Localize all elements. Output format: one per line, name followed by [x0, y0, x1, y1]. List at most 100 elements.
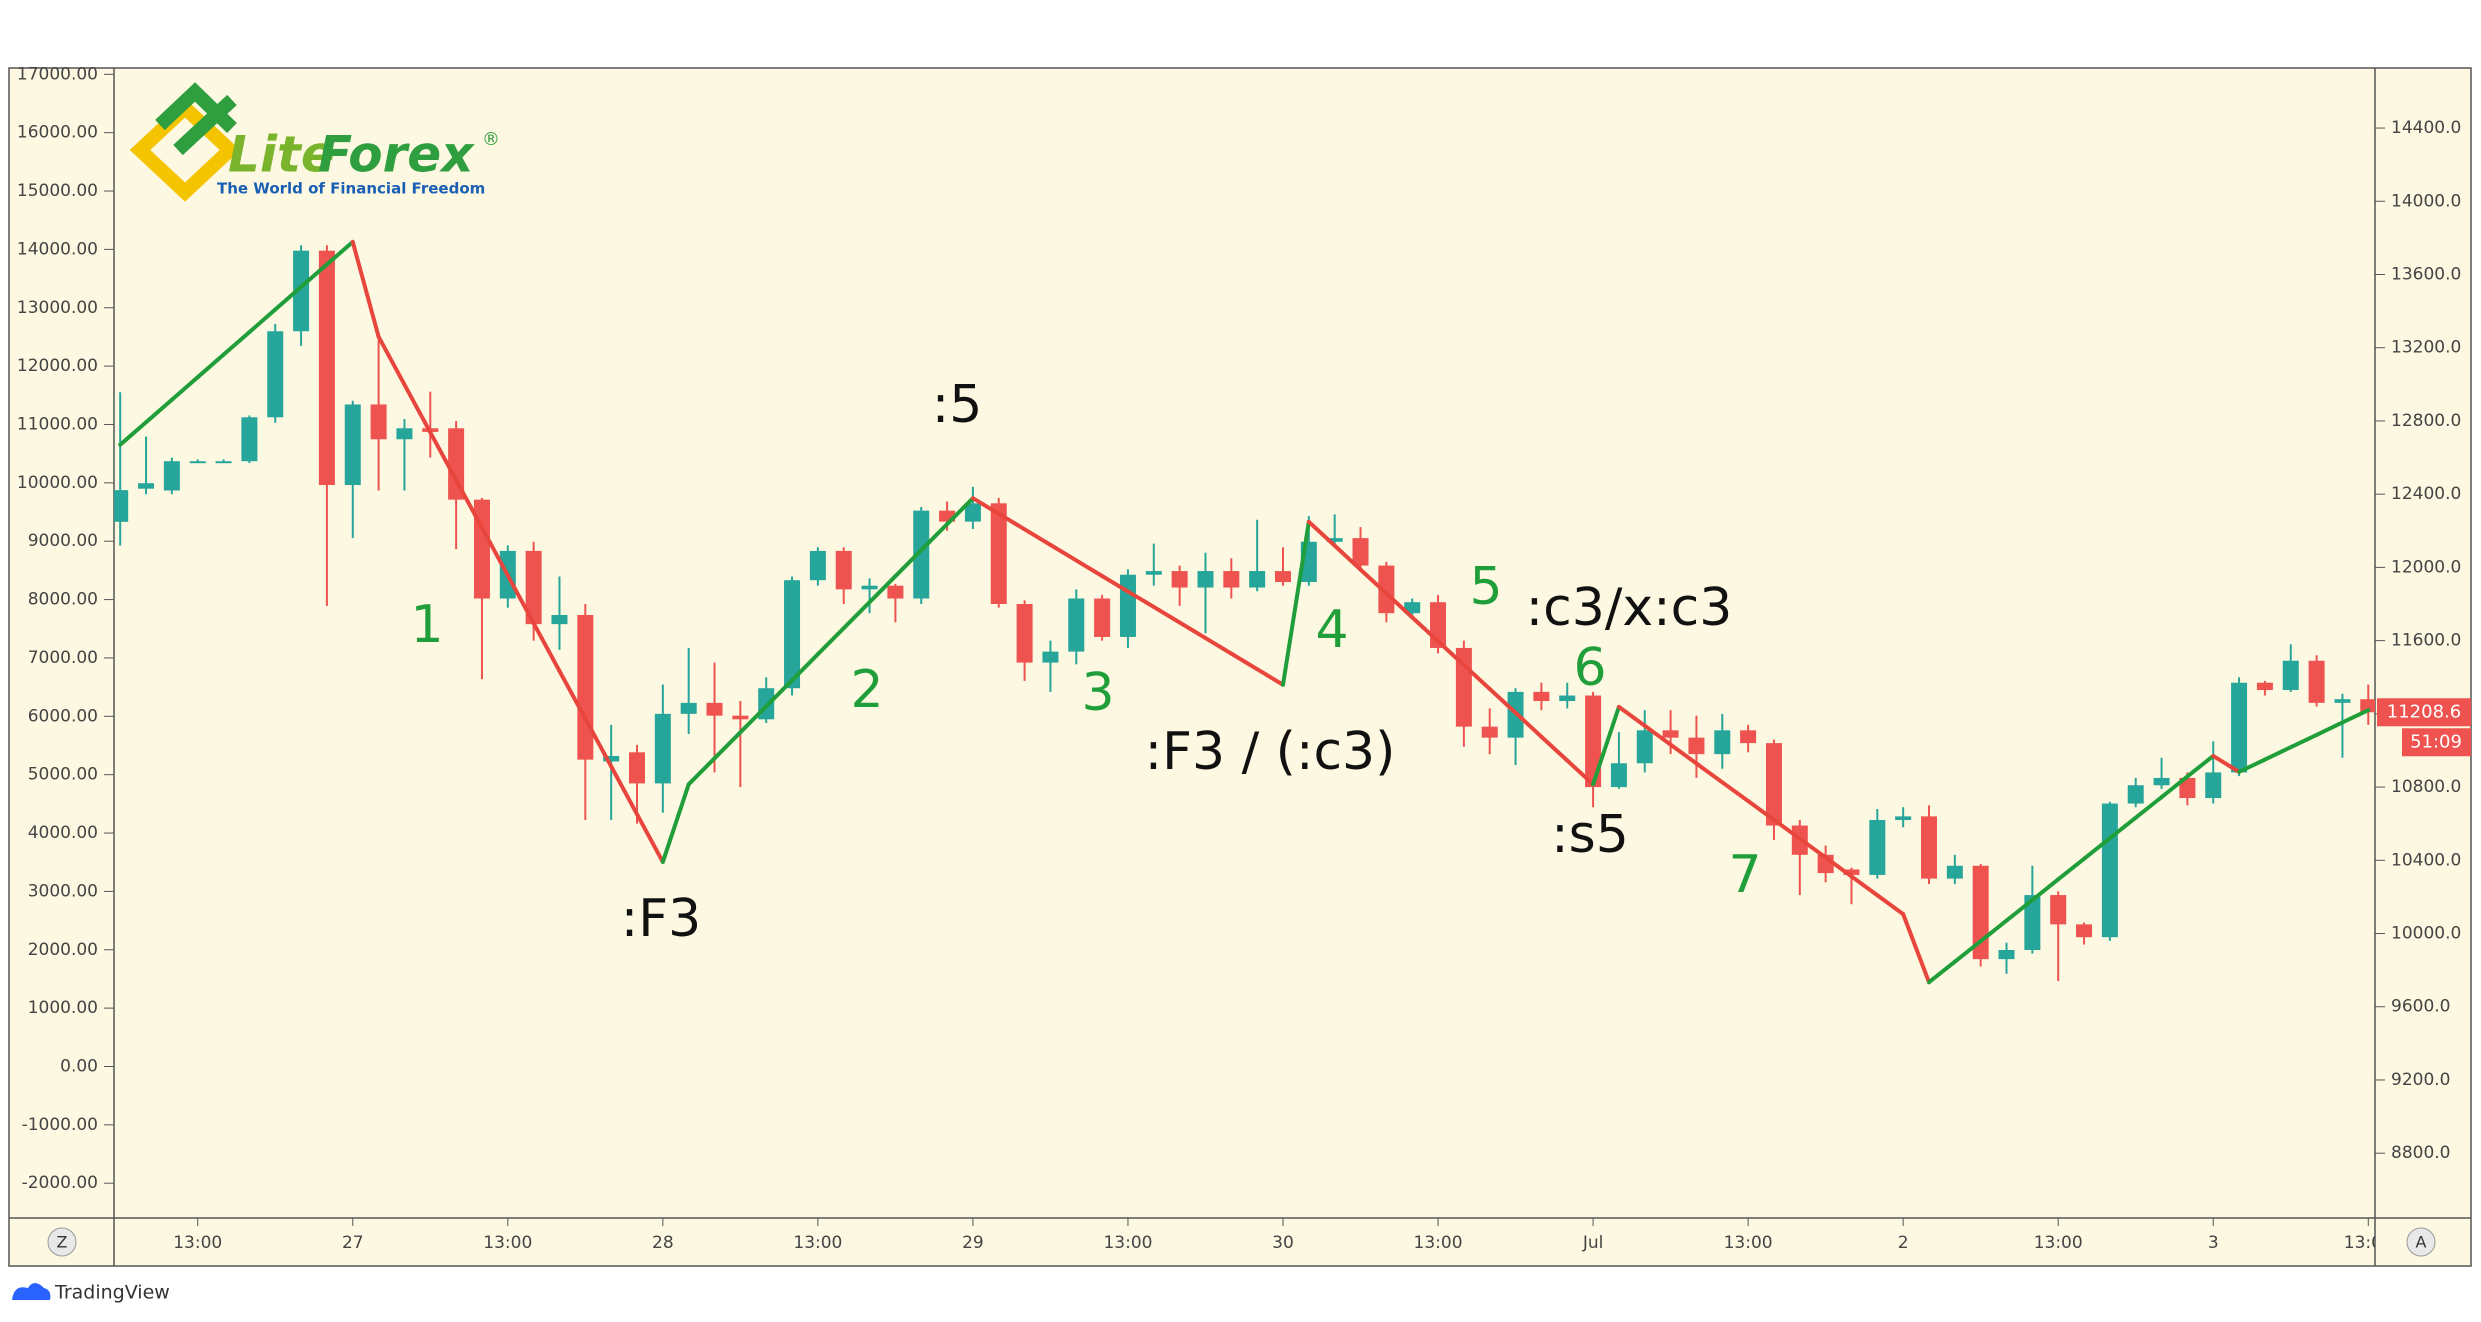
y-tick-label: 4000.00 [28, 823, 98, 843]
zigzag-segment [1823, 855, 1854, 879]
candle-body [114, 490, 129, 522]
candle-body [2127, 785, 2144, 804]
zigzag-segment [169, 375, 200, 402]
candle-body [1145, 571, 1162, 575]
y-tick-label: 7000.00 [28, 648, 98, 668]
candle-body [396, 428, 413, 440]
candle-body [1533, 691, 1550, 702]
zigzag-segment [505, 573, 536, 626]
y2-tick-label: 12000.0 [2391, 557, 2461, 577]
zigzag-segment [1771, 817, 1802, 841]
zigzag-segment [1539, 734, 1570, 763]
zigzag-segment [2314, 720, 2345, 737]
zigzag-segment [2211, 753, 2242, 774]
candle-body [1946, 865, 1963, 879]
zigzag-segment [1694, 761, 1725, 785]
y-tick-label: 1000.00 [28, 998, 98, 1018]
zigzag-segment [195, 352, 226, 380]
candle-body [1326, 538, 1343, 542]
candle-body [2308, 660, 2325, 703]
plot-area: 13:00 27 13:00 28 13:00 29 13:00 30 13:00 Jul 13:0… [114, 239, 2375, 1253]
zigzag-segment [1125, 589, 1156, 609]
candle-body [267, 331, 284, 418]
candle-body [2282, 660, 2299, 691]
candle-body [1559, 695, 1576, 702]
y-tick-label: 8000.00 [28, 590, 98, 610]
a-button-bg[interactable] [2406, 1227, 2436, 1257]
zigzag-segment [2056, 856, 2087, 882]
a-button[interactable]: A [2406, 1227, 2436, 1257]
zigzag-segment [1436, 639, 1466, 668]
zigzag-segment [402, 382, 433, 435]
x-tick-label: 27 [342, 1233, 364, 1253]
candle-body [2360, 699, 2375, 713]
logo-name-a: Lite [228, 126, 335, 184]
y-tick-label: -1000.00 [22, 1115, 98, 1135]
y2-tick-label: 12400.0 [2391, 484, 2461, 504]
x-tick-label: 13:00 [483, 1233, 532, 1253]
zigzag-segment [2340, 708, 2371, 725]
zigzag-segment [118, 420, 149, 447]
zigzag-segment [299, 262, 329, 289]
candle-body [2179, 777, 2196, 799]
candle-body [784, 580, 801, 689]
zigzag-segment [996, 511, 1027, 532]
zigzag-segment [738, 704, 769, 735]
zigzag-segment [1797, 836, 1828, 860]
candle-body [2334, 699, 2351, 703]
y-tick-label: 16000.00 [17, 123, 98, 143]
x-tick-label: 13:00 [2034, 1233, 2083, 1253]
candle-body [1197, 571, 1214, 588]
logo: Lite Forex ® The World of Financial Free… [129, 82, 500, 202]
zigzag-segment [376, 334, 407, 387]
z-button-bg[interactable] [47, 1227, 77, 1257]
candle-body [163, 461, 180, 491]
candle-body [861, 585, 878, 590]
zigzag-segment [1513, 710, 1544, 739]
z-button[interactable]: Z [47, 1227, 77, 1257]
z-button-label[interactable]: Z [57, 1233, 68, 1252]
y-tick-label: 6000.00 [28, 706, 98, 726]
x-tick-label: Jul [1582, 1233, 1604, 1253]
candle-body [215, 461, 232, 464]
x-tick-label: 28 [652, 1233, 674, 1253]
candle-body [835, 550, 852, 590]
zigzag-segment [1229, 651, 1260, 672]
candle-body [1765, 743, 1782, 826]
x-tick-label: 2 [1898, 1233, 1909, 1253]
candle-body [1171, 571, 1188, 588]
candle-body [1249, 571, 1266, 588]
candle-body [887, 585, 904, 599]
candle-body [1094, 598, 1111, 637]
zigzag-segment [686, 756, 717, 787]
zigzag-segment [2107, 815, 2138, 841]
zigzag-segment [1616, 704, 1647, 728]
candle-body [1404, 602, 1421, 614]
y-tick-label: 2000.00 [28, 940, 98, 960]
candle-body [1636, 730, 1653, 764]
candle-body [1119, 574, 1136, 637]
y-tick-label: 13000.00 [17, 298, 98, 318]
y-tick-label: 0.00 [60, 1056, 98, 1076]
wave-label: 2 [850, 660, 883, 720]
candle-body [1869, 820, 1886, 875]
y2-tick-label: 10800.0 [2391, 777, 2461, 797]
candle-body [2050, 895, 2067, 925]
candle-body [1843, 869, 1860, 875]
candle-body [732, 715, 749, 720]
footer-icon [12, 1283, 51, 1300]
y-tick-label: 3000.00 [28, 881, 98, 901]
a-button-label[interactable]: A [2416, 1233, 2427, 1252]
candle-body [2101, 803, 2118, 938]
zigzag-segment [2133, 795, 2164, 820]
candle-body [1378, 565, 1395, 614]
y2-tick-label: 13600.0 [2391, 264, 2461, 284]
zigzag-segment [919, 522, 950, 553]
pattern-label: :5 [932, 375, 983, 435]
candle-body [1610, 763, 1627, 788]
y-tick-label: 12000.00 [17, 356, 98, 376]
x-tick-label: 13:00 [1103, 1233, 1152, 1253]
candle-body [990, 503, 1007, 605]
candle-body [577, 614, 594, 760]
zigzag-segment [609, 764, 639, 817]
